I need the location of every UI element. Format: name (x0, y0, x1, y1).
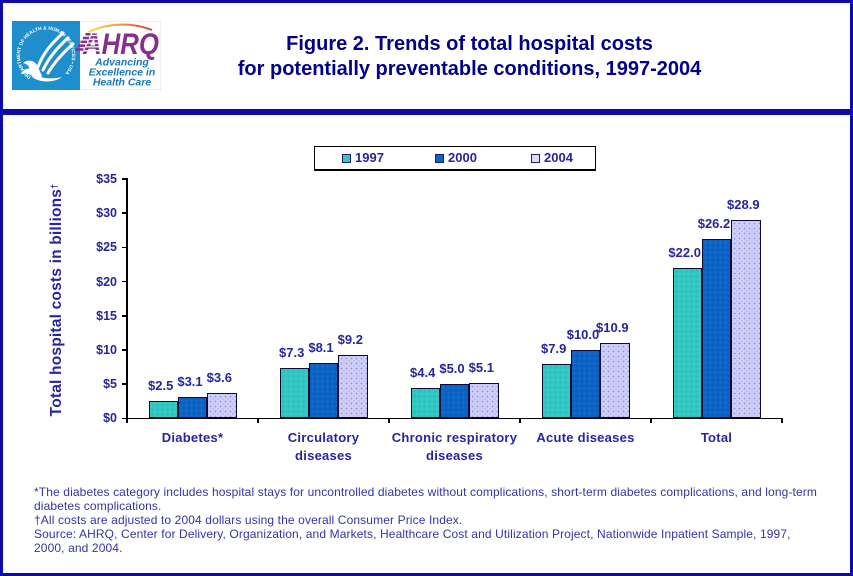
svg-text:AHRQ: AHRQ (82, 28, 159, 61)
svg-text:Excellence in: Excellence in (89, 67, 156, 79)
svg-text:Advancing: Advancing (94, 57, 149, 69)
svg-text:Health Care: Health Care (93, 77, 152, 89)
